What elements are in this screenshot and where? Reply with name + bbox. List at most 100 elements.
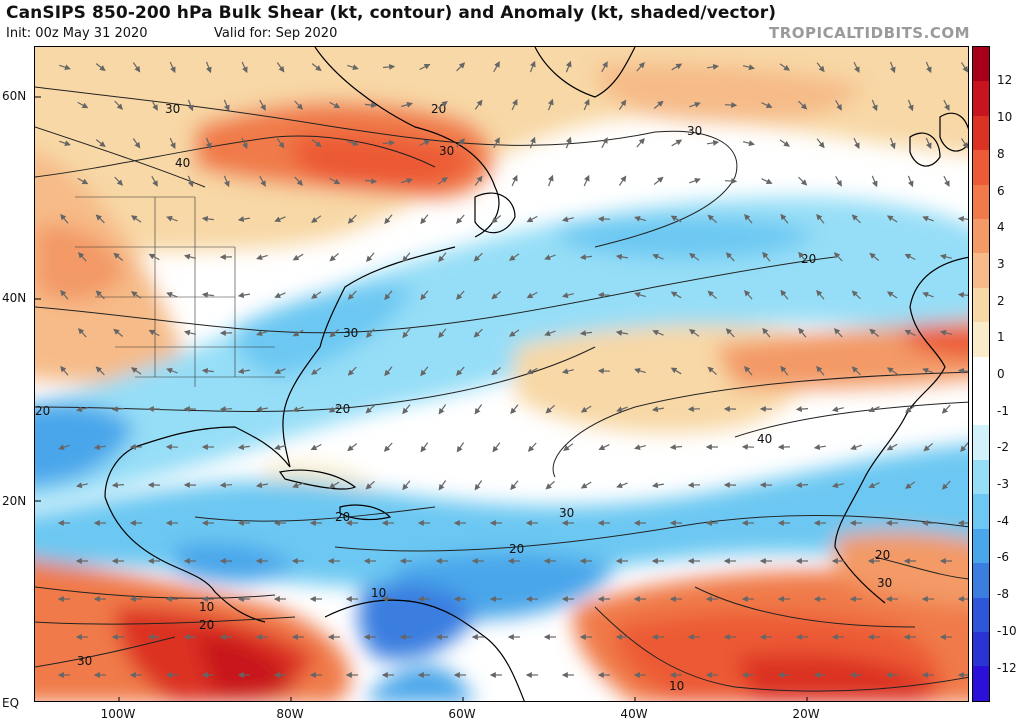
wind-vector-arrow — [456, 62, 466, 72]
wind-vector-arrow — [474, 404, 483, 415]
wind-vector-arrow — [132, 138, 141, 149]
wind-vector-arrow — [347, 64, 359, 71]
wind-vector-arrow — [889, 137, 896, 150]
wind-vector-arrow — [274, 216, 286, 223]
wind-vector-arrow — [201, 215, 214, 222]
contour-label: 20 — [509, 542, 524, 556]
wind-vector-arrow — [111, 482, 125, 489]
contour-label: 30 — [439, 144, 454, 158]
wind-vector-arrow — [166, 367, 178, 374]
shear-contours — [35, 86, 968, 692]
wind-vector-arrow — [383, 442, 393, 452]
wind-vector-arrow — [762, 327, 771, 338]
wind-vector-arrow — [653, 176, 664, 185]
wind-vector-arrow — [219, 406, 233, 413]
wind-vector-arrow — [151, 175, 158, 187]
anomaly-vectors — [57, 60, 968, 678]
wind-vector-arrow — [274, 368, 286, 375]
wind-vector-arrow — [474, 480, 483, 491]
wind-vector-arrow — [762, 251, 771, 262]
wind-vector-arrow — [561, 292, 574, 299]
wind-vector-arrow — [583, 98, 590, 111]
wind-vector-arrow — [795, 406, 809, 413]
wind-vector-arrow — [853, 61, 860, 73]
shear-anomaly-map: 30 40 20 30 30 20 30 20 20 40 20 30 20 1… — [34, 46, 969, 702]
wind-vector-arrow — [871, 175, 878, 188]
wind-vector-arrow — [833, 328, 843, 338]
wind-vector-arrow — [292, 329, 304, 337]
wind-vector-arrow — [93, 444, 106, 451]
wind-vector-arrow — [526, 215, 538, 223]
wind-vector-arrow — [402, 328, 411, 339]
wind-vector-arrow — [491, 367, 502, 376]
wind-vector-arrow — [833, 252, 843, 262]
wind-vector-arrow — [311, 139, 322, 148]
wind-vector-arrow — [347, 366, 357, 376]
colorbar-label: 4 — [997, 220, 1005, 235]
wind-vector-arrow — [780, 365, 789, 376]
lat-label-20n: 20N — [2, 494, 27, 508]
lon-label-80w: 80W — [276, 707, 304, 721]
wind-vector-arrow — [904, 329, 916, 337]
wind-vector-arrow — [255, 482, 269, 489]
contour-label-group: 30 40 20 30 30 20 30 20 20 40 20 30 20 1… — [35, 102, 892, 693]
contour-label: 30 — [687, 124, 702, 138]
wind-vector-arrow — [671, 139, 683, 147]
wind-vector-arrow — [419, 63, 431, 71]
wind-vector-arrow — [276, 138, 285, 149]
wind-vector-arrow — [725, 252, 735, 262]
wind-vector-arrow — [77, 101, 89, 109]
wind-vector-arrow — [798, 251, 807, 262]
colorbar-label: 3 — [997, 256, 1005, 271]
colorbar-swatch — [973, 322, 989, 357]
wind-vector-arrow — [526, 367, 538, 375]
colorbar-label: 10 — [997, 110, 1013, 125]
wind-vector-arrow — [616, 406, 628, 413]
colorbar-label: 0 — [997, 367, 1005, 381]
wind-vector-arrow — [671, 63, 683, 71]
contour-label: 30 — [165, 102, 180, 116]
wind-vector-arrow — [187, 99, 194, 112]
init-time: Init: 00z May 31 2020 — [6, 26, 148, 41]
wind-vector-arrow — [651, 482, 664, 489]
wind-vector-arrow — [241, 61, 248, 74]
wind-vector-arrow — [491, 215, 502, 224]
wind-vector-arrow — [761, 178, 773, 185]
wind-vector-arrow — [634, 215, 646, 222]
wind-vector-arrow — [798, 176, 808, 186]
wind-vector-arrow — [529, 60, 536, 73]
wind-vector-arrow — [382, 63, 396, 70]
wind-vector-arrow — [438, 480, 447, 491]
wind-vector-arrow — [347, 214, 357, 224]
wind-vector-arrow — [294, 100, 304, 110]
wind-vector-arrow — [75, 482, 88, 489]
wind-vector-arrow — [437, 100, 448, 109]
colorbar-label: -3 — [997, 477, 1009, 492]
colorbar-swatch — [973, 184, 989, 220]
wind-vector-arrow — [725, 328, 735, 338]
wind-vector-arrow — [742, 140, 755, 147]
wind-vector-arrow — [547, 174, 554, 187]
wind-vector-arrow — [329, 101, 341, 109]
wind-vector-arrow — [544, 254, 556, 261]
wind-vector-arrow — [292, 406, 304, 413]
wind-vector-arrow — [292, 482, 304, 489]
wind-vector-arrow — [166, 291, 178, 298]
colorbar-swatch — [973, 81, 989, 116]
wind-vector-arrow — [565, 60, 572, 73]
colorbar-swatch — [973, 631, 989, 667]
wind-vector-arrow — [583, 174, 590, 187]
wind-vector-arrow — [130, 215, 142, 223]
wind-vector-arrow — [886, 291, 898, 299]
lon-label-60w: 60W — [448, 707, 476, 721]
wind-vector-arrow — [724, 178, 738, 185]
wind-vector-arrow — [166, 215, 178, 222]
wind-vector-arrow — [670, 367, 682, 375]
wind-vector-arrow — [724, 102, 738, 109]
wind-vector-arrow — [473, 328, 483, 338]
wind-vector-arrow — [114, 176, 124, 186]
contour-label: 20 — [335, 510, 350, 524]
wind-vector-arrow — [329, 252, 339, 262]
wind-vector-arrow — [237, 368, 250, 375]
wind-vector-arrow — [941, 480, 951, 490]
